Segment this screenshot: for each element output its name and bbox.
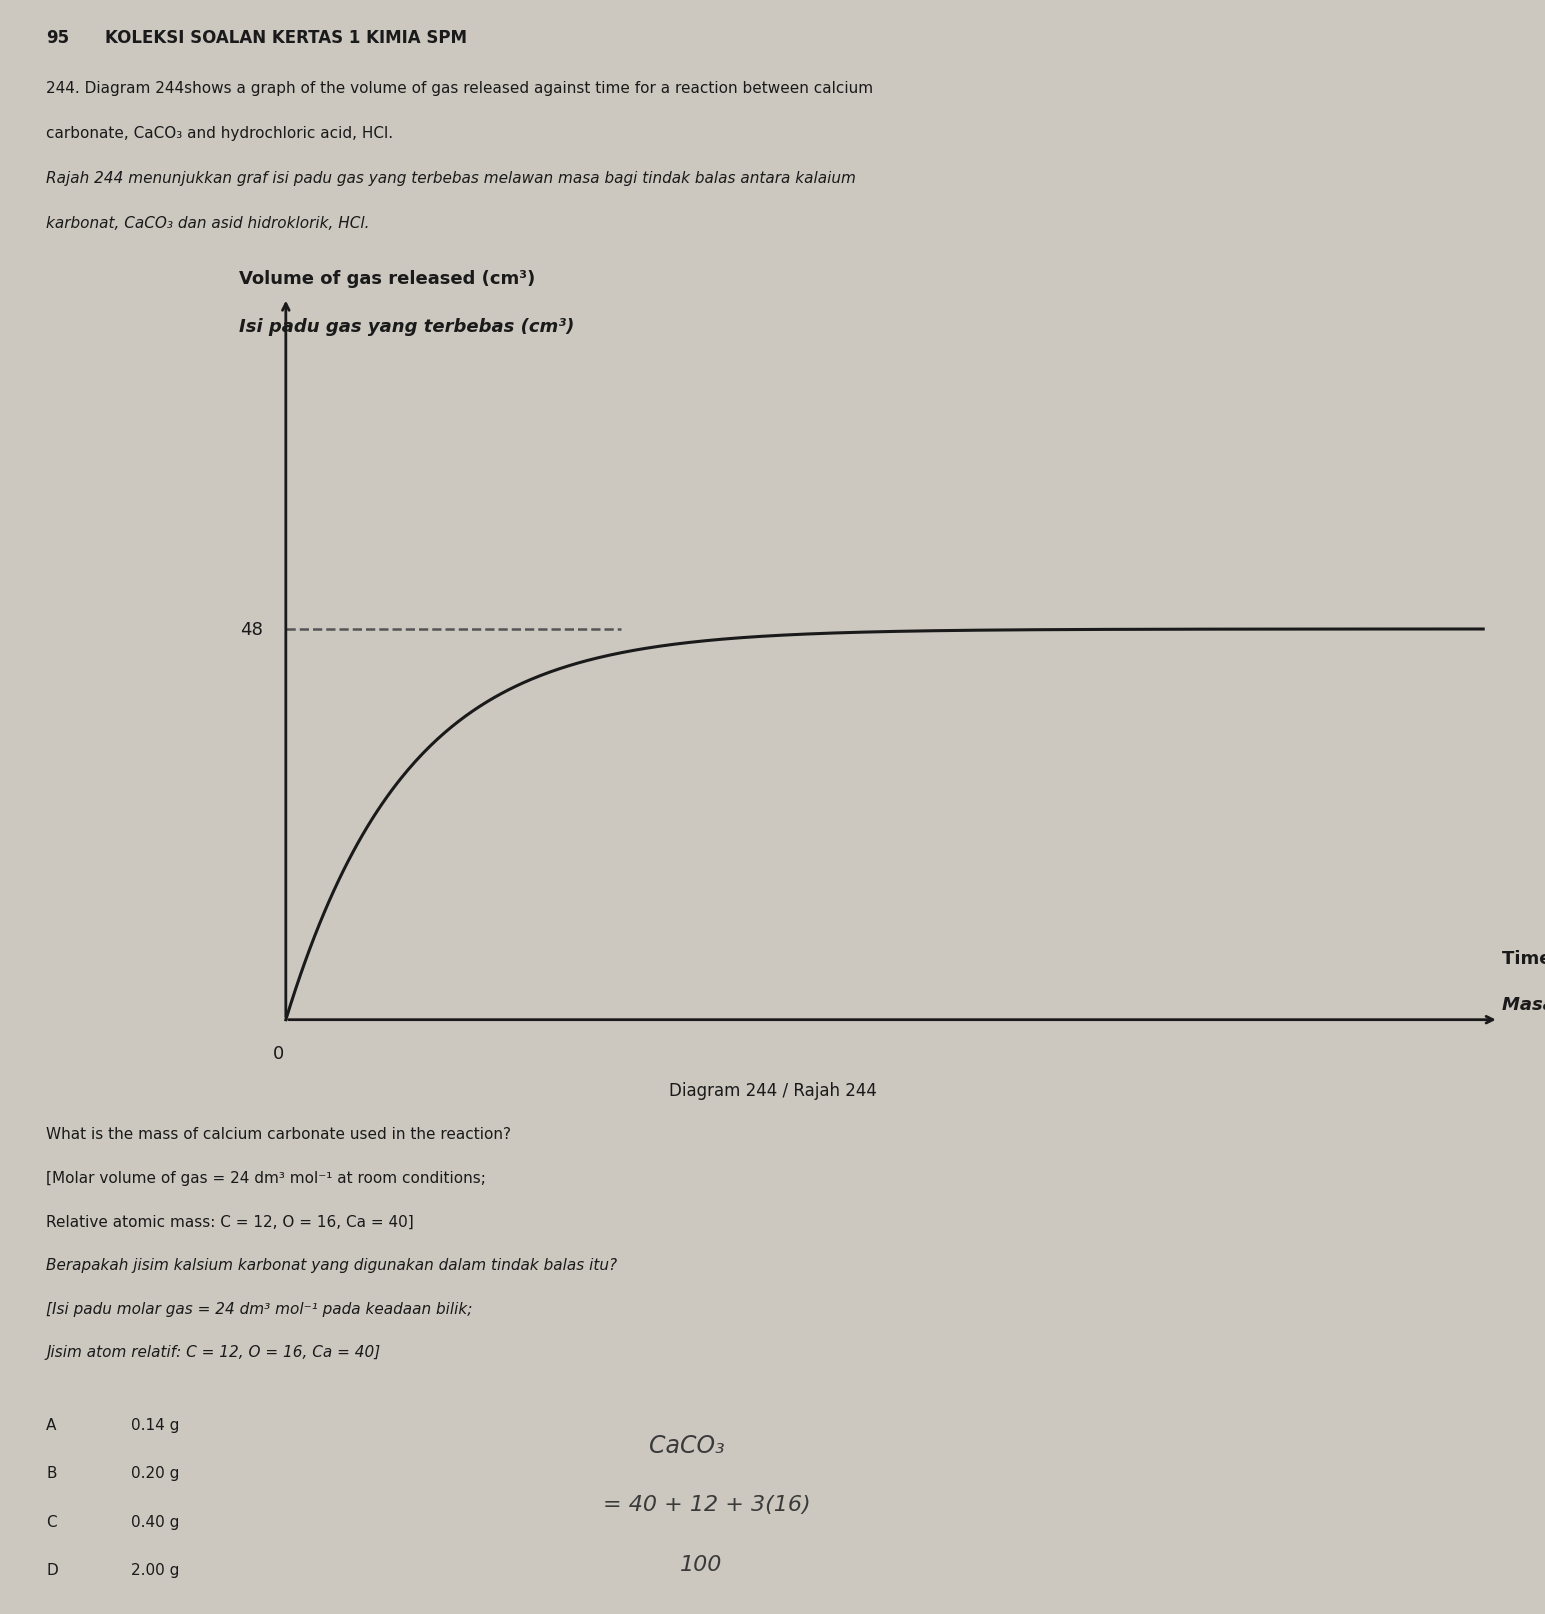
Text: carbonate, CaCO₃ and hydrochloric acid, HCl.: carbonate, CaCO₃ and hydrochloric acid, …: [46, 126, 394, 140]
Text: CaCO₃: CaCO₃: [649, 1433, 725, 1457]
Text: 95: 95: [46, 29, 70, 47]
Text: Isi padu gas yang terbebas (cm³): Isi padu gas yang terbebas (cm³): [239, 318, 575, 336]
Text: Volume of gas released (cm³): Volume of gas released (cm³): [239, 270, 536, 287]
Text: C: C: [46, 1514, 57, 1528]
Text: 48: 48: [239, 621, 263, 639]
Text: Masa (s): Masa (s): [1502, 994, 1545, 1014]
Text: Rajah 244 menunjukkan graf isi padu gas yang terbebas melawan masa bagi tindak b: Rajah 244 menunjukkan graf isi padu gas …: [46, 171, 856, 186]
Text: Relative atomic mass: C = 12, O = 16, Ca = 40]: Relative atomic mass: C = 12, O = 16, Ca…: [46, 1214, 414, 1228]
Text: B: B: [46, 1466, 57, 1480]
Text: [Molar volume of gas = 24 dm³ mol⁻¹ at room conditions;: [Molar volume of gas = 24 dm³ mol⁻¹ at r…: [46, 1170, 487, 1185]
Text: 244. Diagram 244shows a graph of the volume of gas released against time for a r: 244. Diagram 244shows a graph of the vol…: [46, 81, 873, 95]
Text: = 40 + 12 + 3(16): = 40 + 12 + 3(16): [603, 1495, 810, 1514]
Text: Diagram 244 / Rajah 244: Diagram 244 / Rajah 244: [669, 1081, 876, 1099]
Text: 100: 100: [680, 1554, 722, 1574]
Text: KOLEKSI SOALAN KERTAS 1 KIMIA SPM: KOLEKSI SOALAN KERTAS 1 KIMIA SPM: [105, 29, 467, 47]
Text: 0: 0: [272, 1044, 284, 1062]
Text: A: A: [46, 1417, 57, 1432]
Text: 0.40 g: 0.40 g: [131, 1514, 179, 1528]
Text: karbonat, CaCO₃ dan asid hidroklorik, HCl.: karbonat, CaCO₃ dan asid hidroklorik, HC…: [46, 216, 369, 231]
Text: Berapakah jisim kalsium karbonat yang digunakan dalam tindak balas itu?: Berapakah jisim kalsium karbonat yang di…: [46, 1257, 618, 1272]
Text: 2.00 g: 2.00 g: [131, 1562, 179, 1577]
Text: 0.20 g: 0.20 g: [131, 1466, 179, 1480]
Text: 0.14 g: 0.14 g: [131, 1417, 179, 1432]
Text: D: D: [46, 1562, 59, 1577]
Text: Time (s): Time (s): [1502, 949, 1545, 968]
Text: What is the mass of calcium carbonate used in the reaction?: What is the mass of calcium carbonate us…: [46, 1127, 511, 1141]
Text: Jisim atom relatif: C = 12, O = 16, Ca = 40]: Jisim atom relatif: C = 12, O = 16, Ca =…: [46, 1344, 380, 1359]
Text: [Isi padu molar gas = 24 dm³ mol⁻¹ pada keadaan bilik;: [Isi padu molar gas = 24 dm³ mol⁻¹ pada …: [46, 1301, 473, 1315]
